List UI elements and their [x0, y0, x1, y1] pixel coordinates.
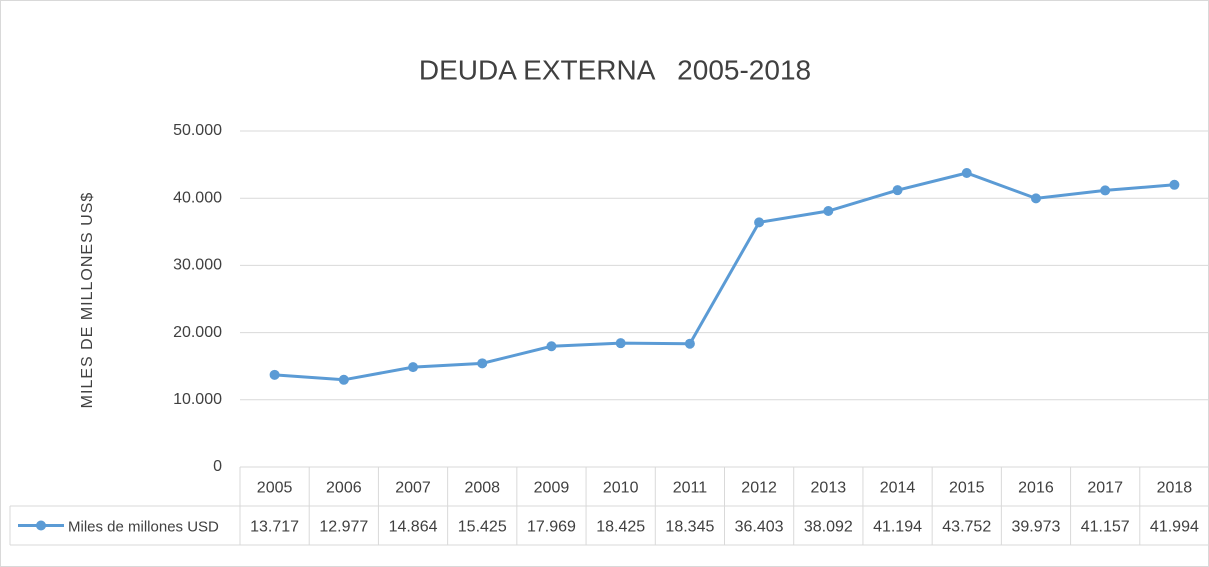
- legend-label: Miles de millones USD: [68, 518, 219, 535]
- y-tick-label: 0: [213, 458, 222, 475]
- x-tick-label: 2014: [880, 480, 916, 497]
- data-point: [546, 341, 557, 352]
- data-point: [615, 338, 626, 349]
- data-point: [684, 338, 695, 349]
- data-point: [1169, 179, 1180, 190]
- y-axis-label: MILES DE MILLONES US$: [79, 192, 96, 409]
- data-point: [1030, 193, 1041, 204]
- x-tick-label: 2013: [811, 480, 847, 497]
- x-tick-label: 2017: [1087, 480, 1123, 497]
- data-point: [338, 374, 349, 385]
- x-tick-label: 2006: [326, 480, 362, 497]
- x-tick-label: 2005: [257, 480, 293, 497]
- table-value: 39.973: [1011, 519, 1060, 536]
- table-value: 13.717: [250, 519, 299, 536]
- x-tick-label: 2010: [603, 480, 639, 497]
- y-tick-label: 20.000: [173, 324, 222, 341]
- y-tick-label: 10.000: [173, 391, 222, 408]
- data-point: [892, 185, 903, 196]
- data-point: [408, 362, 419, 373]
- data-point: [754, 217, 765, 228]
- y-tick-label: 50.000: [173, 122, 222, 139]
- x-tick-label: 2008: [464, 480, 500, 497]
- data-point: [477, 358, 488, 369]
- legend-marker: [36, 520, 46, 531]
- data-point: [961, 167, 972, 178]
- x-tick-label: 2009: [534, 480, 570, 497]
- table-value: 18.425: [596, 519, 645, 536]
- x-tick-label: 2015: [949, 480, 985, 497]
- table-value: 41.194: [873, 519, 922, 536]
- table-value: 38.092: [804, 519, 853, 536]
- x-tick-label: 2018: [1157, 480, 1193, 497]
- x-tick-label: 2012: [741, 480, 777, 497]
- table-value: 36.403: [735, 519, 784, 536]
- table-value: 43.752: [942, 519, 991, 536]
- data-point: [269, 369, 280, 380]
- table-value: 12.977: [319, 519, 368, 536]
- series-line: [274, 171, 1175, 382]
- data-point: [823, 206, 834, 217]
- y-tick-label: 30.000: [173, 257, 222, 274]
- table-value: 41.994: [1150, 519, 1199, 536]
- table-value: 17.969: [527, 519, 576, 536]
- chart-title: DEUDA EXTERNA 2005-2018: [419, 54, 811, 85]
- x-tick-label: 2011: [673, 480, 708, 497]
- table-value: 18.345: [665, 519, 714, 536]
- table-value: 14.864: [389, 519, 438, 536]
- x-tick-label: 2016: [1018, 480, 1054, 497]
- x-tick-label: 2007: [395, 480, 431, 497]
- table-value: 41.157: [1081, 519, 1130, 536]
- data-point: [1100, 185, 1111, 196]
- table-value: 15.425: [458, 519, 507, 536]
- y-tick-label: 40.000: [173, 189, 222, 206]
